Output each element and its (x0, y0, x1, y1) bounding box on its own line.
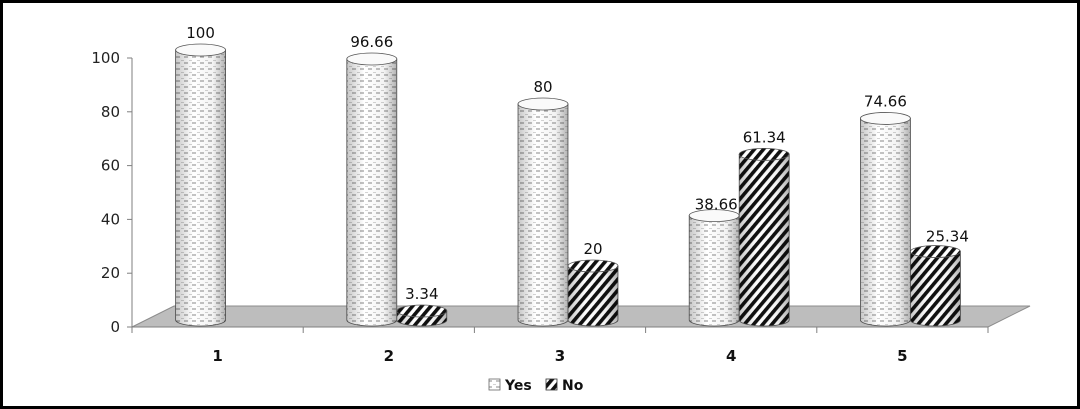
bar-no-3 (567, 259, 619, 327)
y-tick-label: 80 (101, 103, 120, 121)
x-axis-ticks: 1 2 3 4 5 (131, 327, 989, 365)
y-tick-label: 60 (101, 157, 120, 175)
data-label-no-5: 25.34 (926, 228, 969, 246)
bar-no-4 (738, 147, 790, 327)
data-labels: 100 96.66 80 38.66 74.66 3.34 20 61.34 25.34 (186, 24, 969, 303)
bar-yes-1 (175, 43, 227, 327)
x-tick-label: 4 (726, 347, 736, 365)
x-tick-label: 3 (555, 347, 565, 365)
bar-yes-2 (346, 52, 398, 327)
legend-swatch-yes (488, 378, 501, 391)
y-tick-label: 20 (101, 264, 120, 282)
data-label-yes-4: 38.66 (695, 196, 738, 214)
y-axis-ticks: 0 20 40 60 80 100 (91, 49, 132, 336)
y-tick-label: 0 (110, 318, 120, 336)
data-label-yes-2: 96.66 (350, 33, 393, 51)
legend-swatch-no (545, 378, 558, 391)
x-tick-label: 2 (384, 347, 394, 365)
data-label-yes-3: 80 (533, 78, 552, 96)
bar-yes-4 (688, 209, 740, 327)
bar-yes-5 (860, 112, 911, 327)
bar-no-2 (396, 304, 448, 327)
data-label-no-3: 20 (583, 240, 602, 258)
x-tick-label: 1 (212, 347, 222, 365)
data-label-yes-5: 74.66 (864, 92, 907, 110)
y-tick-label: 40 (101, 210, 120, 228)
bar-yes-3 (517, 97, 569, 327)
bar-no-5 (910, 245, 961, 327)
legend-label-yes: Yes (504, 378, 532, 394)
legend-label-no: No (562, 378, 584, 394)
data-label-no-2: 3.34 (405, 285, 438, 303)
y-tick-label: 100 (91, 49, 120, 67)
bars (175, 43, 961, 327)
data-label-yes-1: 100 (186, 24, 215, 42)
legend: Yes No (488, 378, 584, 394)
data-label-no-4: 61.34 (743, 128, 786, 146)
x-tick-label: 5 (897, 347, 907, 365)
